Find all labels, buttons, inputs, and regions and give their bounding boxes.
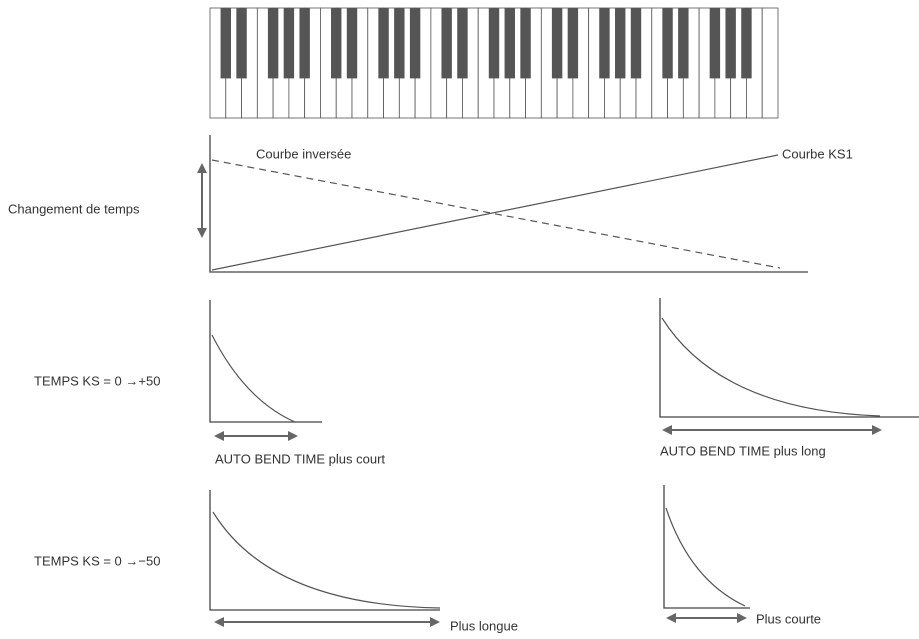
black-key [409, 8, 421, 79]
ks-minus-label: TEMPS KS = 0 →−50 [34, 553, 160, 568]
axes [209, 490, 440, 611]
graph-plus-short: TEMPS KS = 0 →+50 AUTO BEND TIME plus co… [34, 300, 385, 466]
axes [663, 485, 750, 609]
black-key [678, 8, 689, 79]
longer-label: Plus longue [450, 618, 518, 633]
shorter-label: Plus courte [756, 611, 821, 626]
black-key [488, 8, 500, 79]
keyboard [209, 7, 779, 119]
black-key [662, 8, 673, 79]
black-key [709, 8, 721, 79]
decay-curve [212, 511, 441, 609]
black-key [599, 8, 610, 79]
black-key [220, 8, 231, 79]
black-key [457, 8, 468, 79]
graph-minus-short: Plus courte [663, 485, 821, 626]
decay-curve [211, 334, 296, 423]
ks1-label: Courbe KS1 [782, 146, 853, 161]
black-key [504, 8, 515, 79]
inverse-label: Courbe inversée [256, 146, 351, 161]
black-key [520, 8, 531, 79]
graph-minus-long: TEMPS KS = 0 →−50 Plus longue [34, 490, 518, 633]
black-key [741, 8, 752, 79]
black-key [299, 8, 310, 79]
white-key [761, 7, 779, 119]
black-key [630, 8, 642, 79]
graph-plus-long: AUTO BEND TIME plus long [659, 298, 919, 458]
decay-curve [661, 317, 881, 417]
curve-graph: Courbe inversée Courbe KS1 Changement de… [8, 135, 853, 273]
black-key [725, 8, 736, 79]
shorter-time-label: AUTO BEND TIME plus court [215, 451, 385, 466]
black-key [346, 8, 358, 79]
time-change-label: Changement de temps [8, 201, 140, 216]
black-key [441, 8, 452, 79]
black-key [331, 8, 342, 79]
black-key [394, 8, 405, 79]
black-key [551, 8, 563, 79]
axes [209, 135, 808, 273]
black-key [236, 8, 247, 79]
black-key [615, 8, 626, 79]
axes [659, 298, 919, 418]
black-key [567, 8, 579, 79]
longer-time-label: AUTO BEND TIME plus long [660, 443, 826, 458]
ks1-line [211, 154, 779, 271]
axes [209, 300, 322, 423]
black-key [378, 8, 389, 79]
black-key [283, 8, 295, 79]
inverse-line [211, 159, 781, 269]
ks-plus-label: TEMPS KS = 0 →+50 [34, 373, 160, 388]
decay-curve [665, 507, 746, 607]
black-key [267, 8, 279, 79]
